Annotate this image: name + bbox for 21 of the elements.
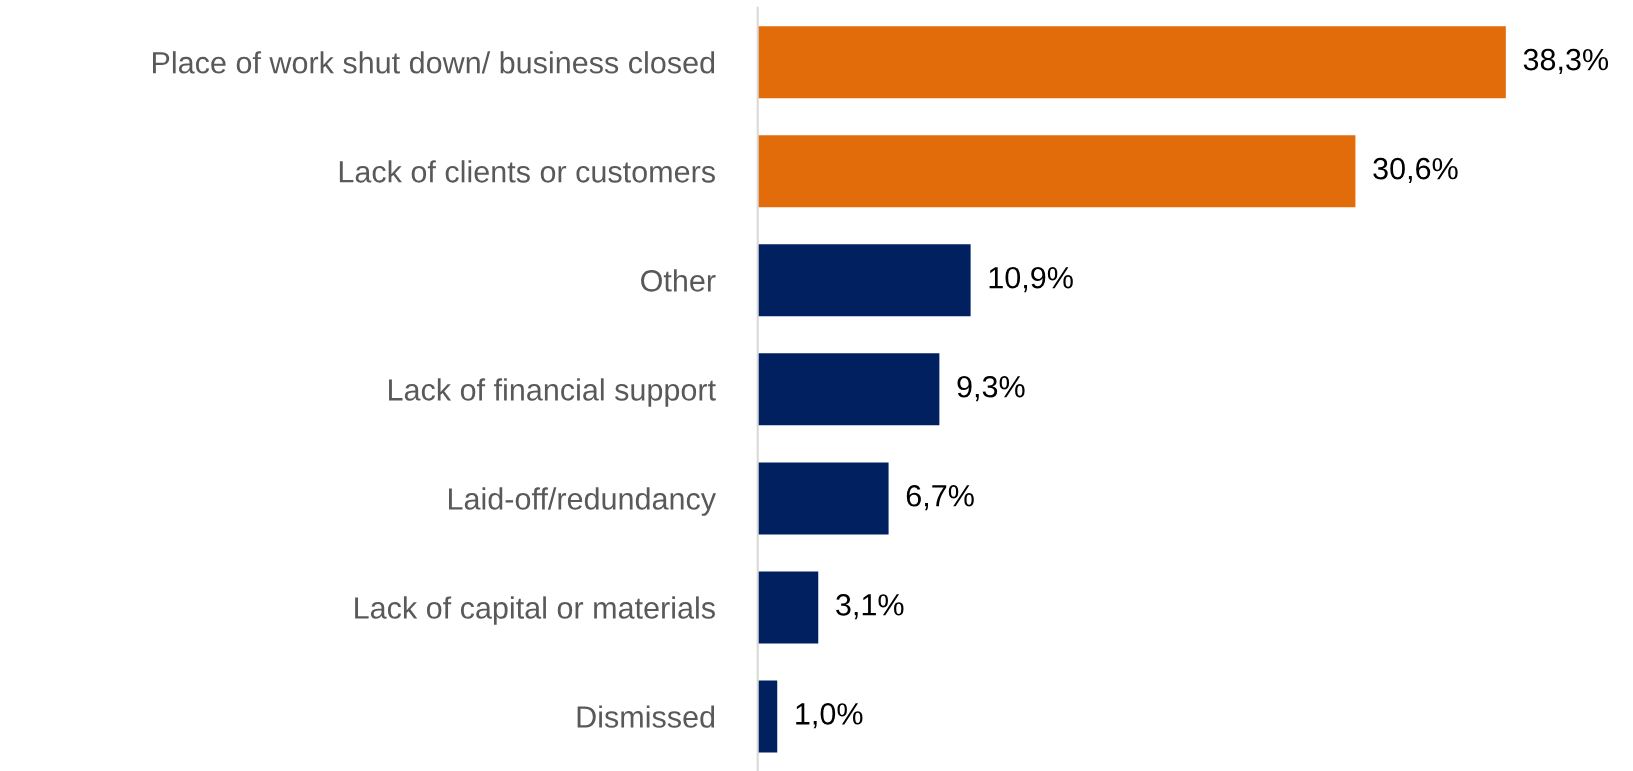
y-tick-label: Lack of clients or customers	[339, 160, 715, 183]
y-tick-label: Lack of capital or materials	[355, 596, 715, 625]
y-tick-label: Place of work shut down/ business closed	[153, 51, 715, 74]
data-label: 1,0%	[796, 703, 863, 729]
y-tick-label: Lack of financial support	[389, 378, 716, 407]
data-label: 38,3%	[1523, 48, 1609, 75]
bar	[757, 353, 940, 426]
bar	[757, 26, 1506, 99]
bar	[757, 135, 1356, 208]
bar	[757, 680, 778, 753]
bar	[757, 244, 971, 317]
data-label: 9,3%	[957, 375, 1025, 402]
y-tick-label: Other	[641, 269, 716, 292]
data-label: 3,1%	[836, 594, 904, 620]
y-tick-label: Laid-off/redundancy	[449, 487, 717, 516]
data-label: 10,9%	[989, 266, 1073, 293]
bar	[757, 462, 889, 535]
y-tick-label: Dismissed	[577, 705, 715, 728]
data-label: 30,6%	[1373, 157, 1458, 184]
bar	[757, 571, 819, 644]
data-label: 6,7%	[906, 484, 974, 511]
